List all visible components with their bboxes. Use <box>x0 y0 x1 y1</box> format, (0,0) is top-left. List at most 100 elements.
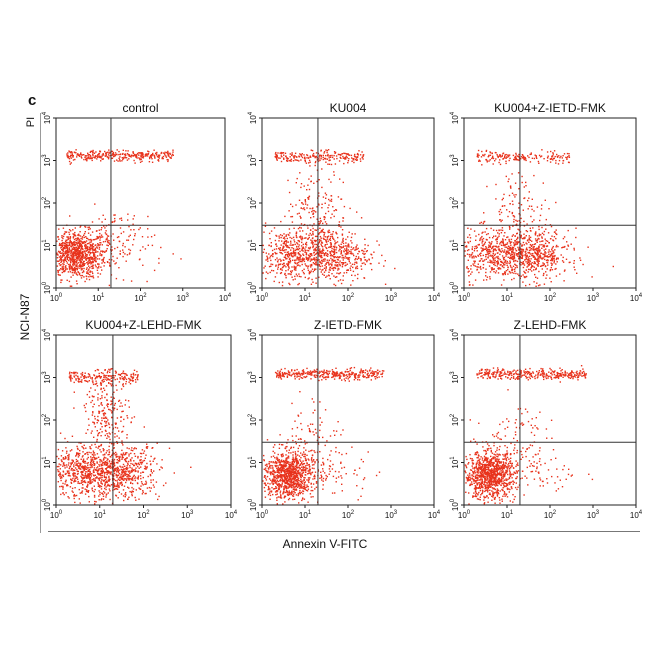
data-point <box>102 261 104 263</box>
data-point <box>306 189 308 191</box>
data-point <box>532 254 534 257</box>
data-point <box>319 254 321 257</box>
data-point <box>108 470 110 473</box>
data-point <box>285 157 288 159</box>
data-point <box>79 464 82 467</box>
data-point <box>89 461 92 464</box>
data-point <box>476 250 478 252</box>
data-point <box>502 238 504 240</box>
data-point <box>142 264 144 266</box>
data-point <box>333 158 335 160</box>
data-point <box>468 284 471 286</box>
data-point <box>551 248 553 250</box>
data-point <box>96 155 98 157</box>
data-point <box>511 211 514 214</box>
data-point <box>295 259 297 261</box>
data-point <box>122 456 124 459</box>
x-tick-label: 104 <box>219 293 232 303</box>
data-point <box>168 153 170 155</box>
data-point <box>488 265 491 267</box>
data-point <box>499 243 501 245</box>
data-point <box>333 255 335 258</box>
data-point <box>539 240 541 243</box>
data-point <box>545 218 547 221</box>
data-point <box>140 463 143 465</box>
data-point <box>542 245 544 248</box>
data-point <box>60 464 62 466</box>
data-point <box>482 249 485 251</box>
data-point <box>97 472 100 475</box>
data-point <box>513 272 515 274</box>
data-point <box>533 255 535 257</box>
data-point <box>541 240 543 242</box>
data-point <box>130 470 133 473</box>
data-point <box>63 255 65 257</box>
data-point <box>59 468 61 470</box>
data-point <box>80 266 82 268</box>
data-point <box>562 162 564 164</box>
data-point <box>80 264 82 266</box>
data-point <box>84 245 86 247</box>
data-point <box>294 152 297 154</box>
data-point <box>79 255 81 257</box>
data-point <box>146 467 148 469</box>
data-point <box>171 155 173 157</box>
data-point <box>74 469 76 471</box>
data-point <box>530 247 532 250</box>
scatter-points <box>56 368 192 505</box>
data-point <box>68 254 70 256</box>
data-point <box>126 447 128 449</box>
data-point <box>82 484 84 486</box>
data-point <box>501 265 504 268</box>
data-point <box>146 466 148 468</box>
data-point <box>547 155 549 157</box>
data-point <box>295 156 298 158</box>
data-point <box>573 266 575 268</box>
data-point <box>141 154 144 156</box>
data-point <box>529 253 532 255</box>
data-point <box>497 236 499 239</box>
data-point <box>60 264 62 266</box>
data-point <box>308 273 311 275</box>
data-point <box>135 381 137 383</box>
data-point <box>310 253 312 255</box>
data-point <box>78 259 80 261</box>
data-point <box>84 280 86 283</box>
x-tick-label: 104 <box>428 293 441 303</box>
data-point <box>296 257 299 259</box>
data-point <box>161 459 163 461</box>
data-point <box>499 258 501 261</box>
data-point <box>141 452 143 455</box>
data-point <box>298 261 300 264</box>
data-point <box>91 275 93 278</box>
data-point <box>68 241 71 243</box>
data-point <box>327 207 329 209</box>
data-point <box>134 469 136 471</box>
data-point <box>489 246 492 248</box>
data-point <box>291 154 293 156</box>
data-point <box>509 203 511 205</box>
data-point <box>59 250 61 253</box>
data-point <box>275 151 277 154</box>
data-point <box>121 483 123 486</box>
data-point <box>471 271 473 273</box>
data-point <box>292 155 295 157</box>
data-point <box>66 246 69 249</box>
data-point <box>107 466 109 468</box>
data-point <box>95 238 97 240</box>
data-point <box>498 245 500 248</box>
data-point <box>485 227 488 230</box>
data-point <box>479 239 481 242</box>
data-point <box>471 246 474 248</box>
data-point <box>532 227 534 229</box>
data-point <box>325 149 327 151</box>
data-point <box>124 472 126 474</box>
data-point <box>512 248 514 250</box>
data-point <box>64 246 66 248</box>
data-point <box>498 249 501 251</box>
data-point <box>337 153 340 156</box>
data-point <box>130 154 133 157</box>
data-point <box>58 263 60 265</box>
data-point <box>343 250 345 252</box>
data-point <box>85 258 88 260</box>
